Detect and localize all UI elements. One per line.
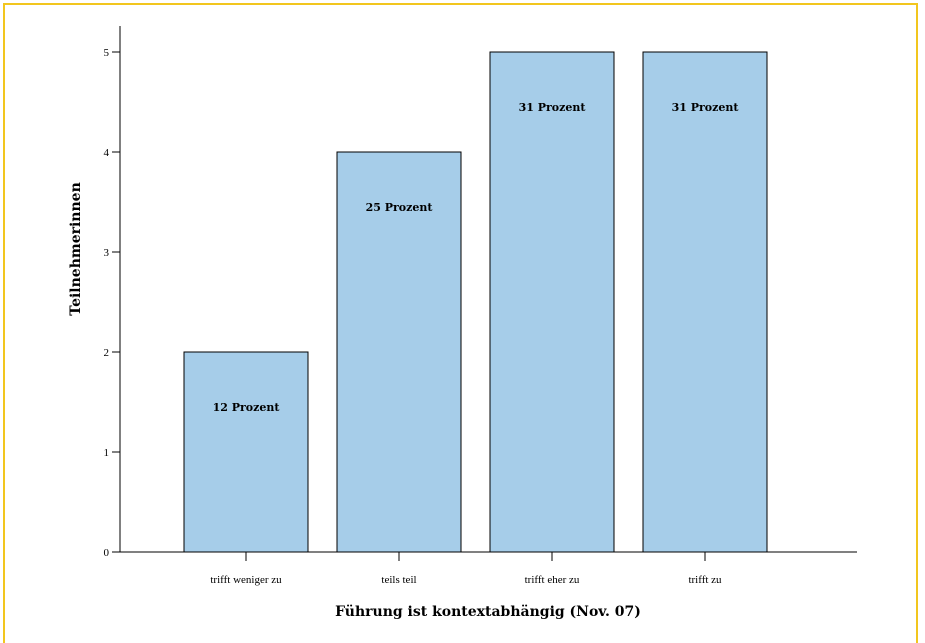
x-axis-title: Führung ist kontextabhängig (Nov. 07) xyxy=(335,604,641,620)
bar-data-label: 25 Prozent xyxy=(366,201,434,214)
bar xyxy=(489,51,615,553)
axes-group xyxy=(119,26,857,553)
chart-frame xyxy=(3,3,918,643)
y-tick-label: 1 xyxy=(104,447,110,459)
x-tick-label: trifft weniger zu xyxy=(210,574,282,586)
bar-data-label: 31 Prozent xyxy=(672,101,740,114)
y-axis-title: Teilnehmerinnen xyxy=(68,182,84,315)
y-ticks-group: 0 1 2 3 4 5 xyxy=(104,47,120,559)
y-tick-label: 2 xyxy=(104,347,110,359)
bar-data-label: 12 Prozent xyxy=(213,401,281,414)
y-tick-label: 4 xyxy=(104,147,110,159)
x-tick-label: trifft zu xyxy=(688,574,722,586)
bars-group: 12 Prozent 25 Prozent 31 Prozent 31 Prozent xyxy=(183,51,768,553)
bar xyxy=(642,51,768,553)
x-tick-label: trifft eher zu xyxy=(525,574,580,586)
bar-data-label: 31 Prozent xyxy=(519,101,587,114)
y-tick-label: 0 xyxy=(104,547,110,559)
x-tick-label: teils teil xyxy=(381,574,416,586)
x-ticks-group: trifft weniger zu teils teil trifft eher z… xyxy=(210,552,722,586)
bar xyxy=(183,351,309,553)
y-tick-label: 5 xyxy=(104,47,110,59)
y-tick-label: 3 xyxy=(104,247,110,259)
